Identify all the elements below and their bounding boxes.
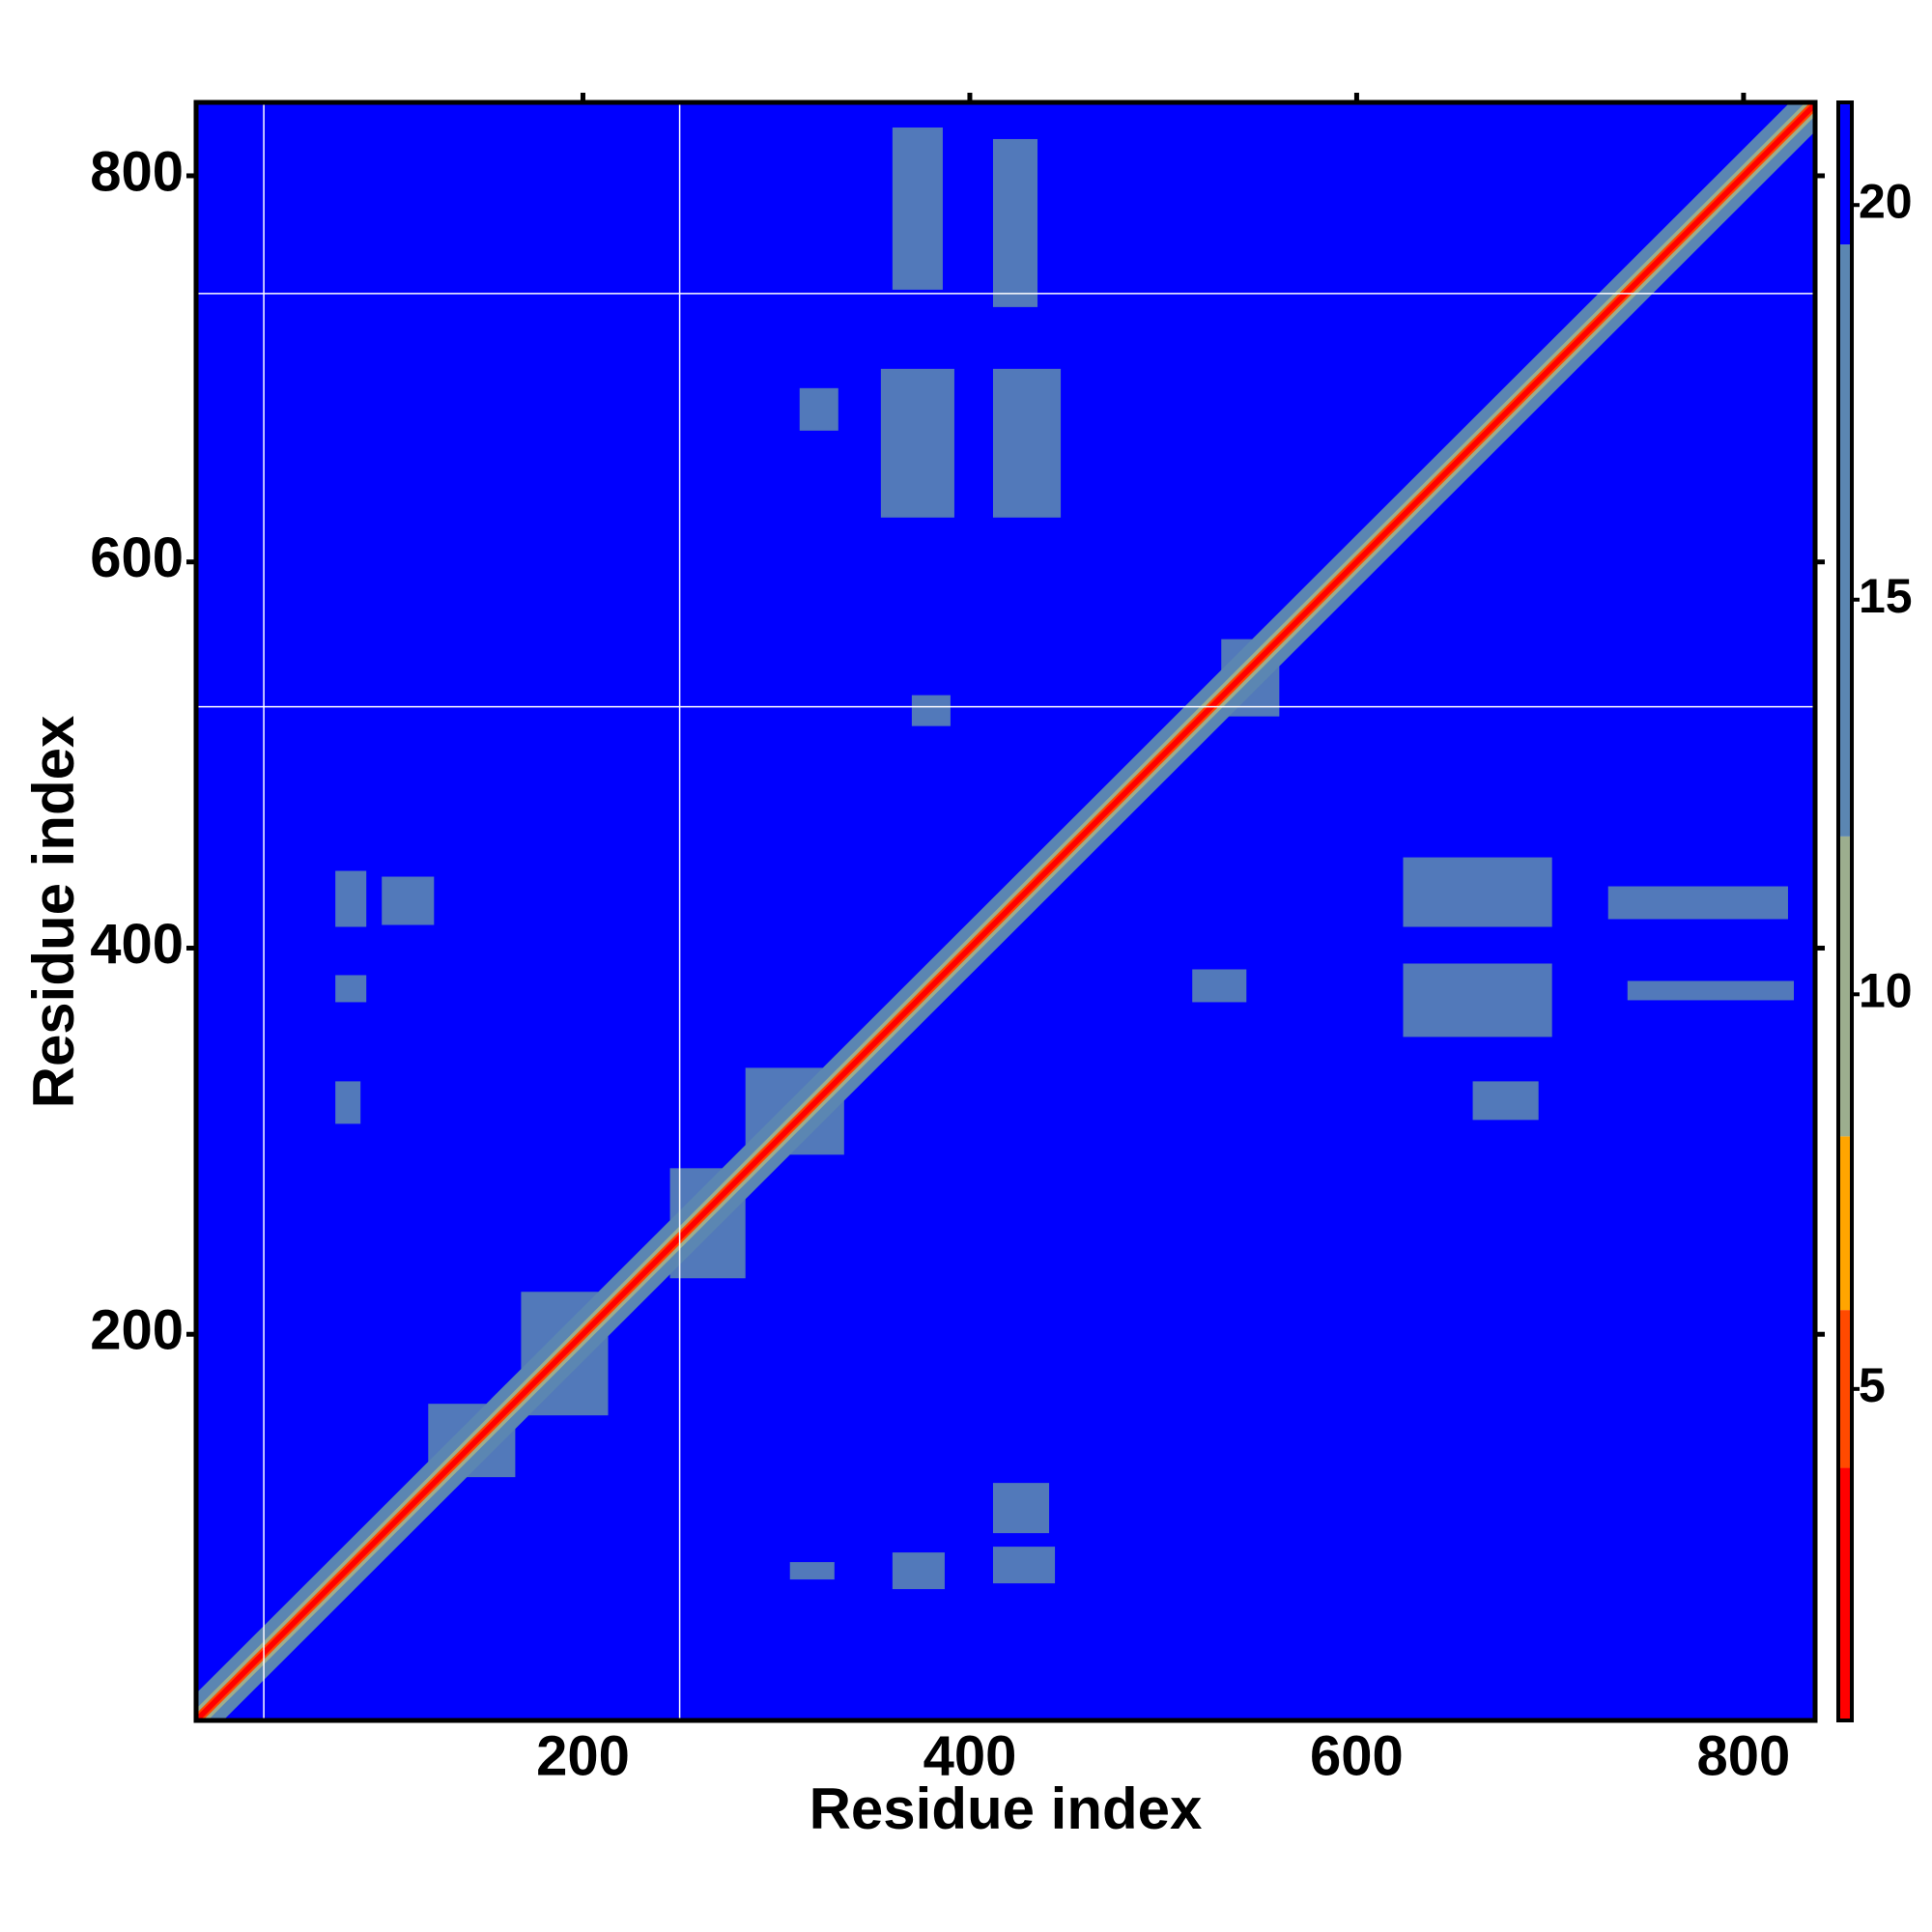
colorbar-segment xyxy=(1838,1310,1852,1468)
colorbar-tick-label: 20 xyxy=(1859,174,1913,228)
heatmap-block xyxy=(789,1562,835,1580)
heatmap-block xyxy=(992,138,1038,307)
heatmap-block xyxy=(1607,886,1788,920)
x-axis-title: Residue index xyxy=(810,1776,1203,1841)
heatmap-block xyxy=(880,368,954,518)
y-tick-label: 400 xyxy=(90,913,184,976)
heatmap-block xyxy=(335,1081,361,1124)
heatmap-block xyxy=(1627,980,1794,1001)
x-tick-label: 200 xyxy=(536,1724,630,1787)
heatmap-block xyxy=(992,368,1062,518)
diagonal-band xyxy=(196,102,1815,1720)
heatmap-block xyxy=(1403,857,1552,927)
plot-frame xyxy=(193,99,1818,1723)
x-tick-label: 800 xyxy=(1697,1724,1791,1787)
heatmap-block xyxy=(1472,1081,1539,1121)
heatmap-block xyxy=(335,870,367,927)
colorbar-segment xyxy=(1838,244,1852,837)
y-tick-label: 200 xyxy=(90,1299,184,1362)
colorbar-frame xyxy=(1836,100,1854,1722)
colorbar-tick-label: 5 xyxy=(1859,1358,1886,1412)
heatmap-block xyxy=(911,695,951,726)
heatmap-block xyxy=(335,975,367,1003)
heatmap xyxy=(196,102,1815,1720)
colorbar-tick-label: 10 xyxy=(1859,963,1913,1017)
y-tick-label: 600 xyxy=(90,526,184,589)
heatmap-block xyxy=(382,876,435,925)
colorbar-segment xyxy=(1838,1136,1852,1311)
heatmap-block xyxy=(1403,963,1552,1037)
colorbar-segment xyxy=(1838,1467,1852,1720)
heatmap-block xyxy=(892,1552,945,1590)
x-tick-label: 400 xyxy=(923,1724,1017,1787)
heatmap-block xyxy=(992,1483,1050,1534)
heatmap-block xyxy=(799,387,838,431)
colorbar-segment xyxy=(1838,836,1852,1137)
y-tick-label: 800 xyxy=(90,140,184,203)
y-axis-title: Residue index xyxy=(21,716,86,1109)
colorbar-tick-label: 15 xyxy=(1859,569,1913,623)
heatmap-block xyxy=(1192,969,1247,1003)
heatmap-block xyxy=(992,1547,1056,1584)
colorbar-segment xyxy=(1838,102,1852,245)
heatmap-block xyxy=(892,127,943,290)
x-tick-label: 600 xyxy=(1310,1724,1404,1787)
